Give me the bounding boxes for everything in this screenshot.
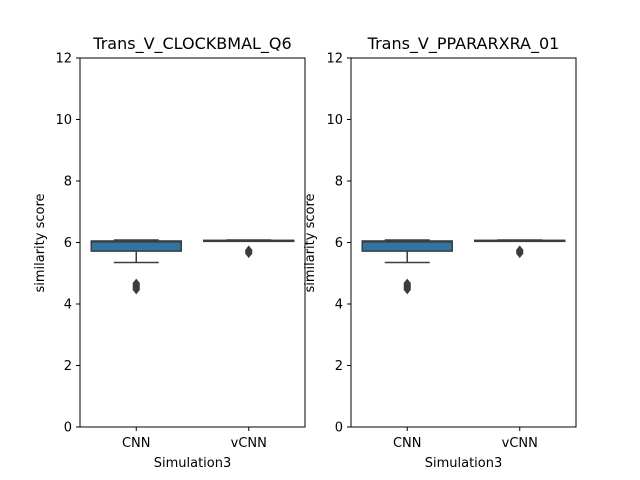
x-tick-label: vCNN bbox=[231, 436, 267, 451]
box-vcnn bbox=[203, 239, 295, 259]
x-tick-label: CNN bbox=[122, 436, 151, 451]
y-tick-label: 8 bbox=[64, 175, 72, 190]
x-tick-label: vCNN bbox=[502, 436, 538, 451]
y-axis-label: similarity score bbox=[33, 193, 48, 292]
box-body bbox=[90, 240, 182, 252]
outlier-point bbox=[244, 245, 253, 255]
outlier-point bbox=[132, 278, 141, 289]
subplot-clockbmal: Trans_V_CLOCKBMAL_Q6 Simulation3 similar… bbox=[33, 34, 306, 471]
y-tick-label: 6 bbox=[335, 236, 343, 251]
box-vcnn bbox=[474, 239, 566, 259]
y-tick-label: 6 bbox=[64, 236, 72, 251]
outlier-point bbox=[515, 245, 524, 255]
subplot-pppararxra: Trans_V_PPARARXRA_01 Simulation3 similar… bbox=[303, 34, 577, 471]
y-tick-label: 4 bbox=[64, 298, 72, 313]
axes-frame bbox=[350, 57, 577, 428]
y-tick-label: 10 bbox=[326, 113, 343, 128]
subplot-title: Trans_V_CLOCKBMAL_Q6 bbox=[92, 34, 291, 54]
x-axis-label: Simulation3 bbox=[154, 456, 232, 471]
x-axis-label: Simulation3 bbox=[425, 456, 503, 471]
y-tick-label: 10 bbox=[55, 113, 72, 128]
y-tick-label: 8 bbox=[335, 175, 343, 190]
y-tick-label: 4 bbox=[335, 298, 343, 313]
subplot-title: Trans_V_PPARARXRA_01 bbox=[367, 34, 560, 54]
y-tick-label: 0 bbox=[335, 421, 343, 436]
outlier-point bbox=[403, 278, 412, 289]
y-axis-label: similarity score bbox=[303, 193, 318, 292]
y-tick-label: 12 bbox=[326, 52, 343, 67]
y-tick-label: 12 bbox=[55, 52, 72, 67]
y-tick-label: 0 bbox=[64, 421, 72, 436]
y-tick-label: 2 bbox=[335, 359, 343, 374]
y-tick-label: 2 bbox=[64, 359, 72, 374]
box-body bbox=[361, 240, 453, 252]
x-tick-label: CNN bbox=[393, 436, 422, 451]
box-cnn bbox=[90, 239, 182, 295]
axes-frame bbox=[79, 57, 306, 428]
box-cnn bbox=[361, 239, 453, 295]
